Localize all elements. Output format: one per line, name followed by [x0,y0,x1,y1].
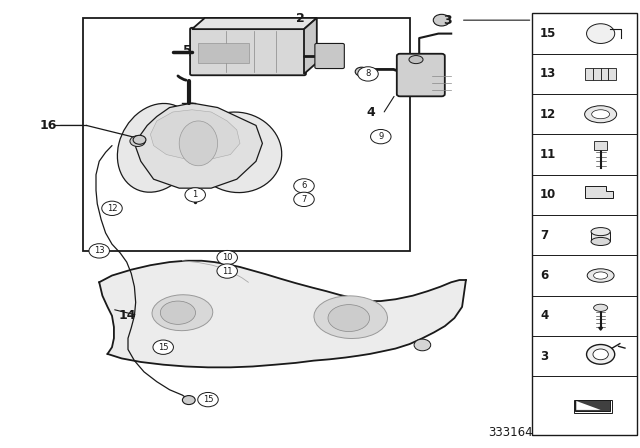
Polygon shape [134,103,262,188]
Text: 3: 3 [540,349,548,363]
Text: 12: 12 [107,204,117,213]
Text: 7: 7 [540,228,548,242]
Text: 13: 13 [94,246,104,255]
Bar [532,13,637,435]
Circle shape [586,345,615,364]
Text: 15: 15 [158,343,168,352]
Ellipse shape [409,56,423,64]
Text: 3: 3 [444,13,452,27]
Circle shape [355,67,368,76]
Text: 11: 11 [222,267,232,276]
Ellipse shape [594,304,608,311]
Circle shape [371,129,391,144]
Ellipse shape [591,237,611,246]
Circle shape [182,396,195,405]
Circle shape [130,136,145,146]
Text: 333164: 333164 [488,426,533,439]
Text: 4: 4 [540,309,548,323]
Text: 5: 5 [183,43,192,57]
Circle shape [593,349,608,360]
Bar [585,68,593,80]
Polygon shape [150,110,240,159]
Polygon shape [575,400,611,411]
Circle shape [185,188,205,202]
Text: 15: 15 [540,27,557,40]
Ellipse shape [587,269,614,282]
Ellipse shape [585,106,617,123]
Polygon shape [585,186,614,198]
Circle shape [414,339,431,351]
Polygon shape [576,401,600,410]
Circle shape [153,340,173,354]
FancyBboxPatch shape [190,28,306,75]
Text: 1: 1 [193,190,198,199]
Circle shape [89,244,109,258]
Bar [593,68,601,80]
Text: 7: 7 [301,195,307,204]
Ellipse shape [591,110,610,119]
Ellipse shape [314,296,387,339]
Polygon shape [192,18,317,29]
Polygon shape [599,327,603,330]
Text: 10: 10 [540,188,556,202]
Circle shape [294,179,314,193]
Text: 13: 13 [540,67,556,81]
Bar [574,400,612,413]
Circle shape [198,392,218,407]
Text: 8: 8 [365,69,371,78]
Circle shape [133,135,146,144]
Ellipse shape [594,272,608,279]
Bar [595,141,607,150]
Text: 16: 16 [40,119,57,132]
Circle shape [586,24,615,43]
Circle shape [358,67,378,81]
Ellipse shape [117,103,196,192]
Bar [591,232,611,241]
Text: 10: 10 [222,253,232,262]
Polygon shape [99,261,466,367]
Text: 12: 12 [540,108,556,121]
Text: 9: 9 [378,132,383,141]
Text: 2: 2 [296,12,305,26]
Text: 6: 6 [301,181,307,190]
Circle shape [217,250,237,265]
Text: 11: 11 [540,148,556,161]
Text: 6: 6 [540,269,548,282]
Bar [83,18,410,251]
Ellipse shape [152,295,212,331]
Ellipse shape [591,228,611,236]
FancyBboxPatch shape [315,43,344,69]
Ellipse shape [328,305,370,332]
Polygon shape [304,18,317,74]
Bar [600,68,608,80]
Text: 4: 4 [367,106,376,120]
FancyBboxPatch shape [397,54,445,96]
Ellipse shape [161,301,196,324]
Circle shape [217,264,237,278]
Circle shape [102,201,122,215]
Ellipse shape [179,121,218,166]
Bar [198,43,249,63]
Ellipse shape [192,112,282,193]
Bar [609,68,616,80]
Text: 14: 14 [119,309,136,322]
Text: 15: 15 [203,395,213,404]
Circle shape [294,192,314,207]
Circle shape [433,14,450,26]
